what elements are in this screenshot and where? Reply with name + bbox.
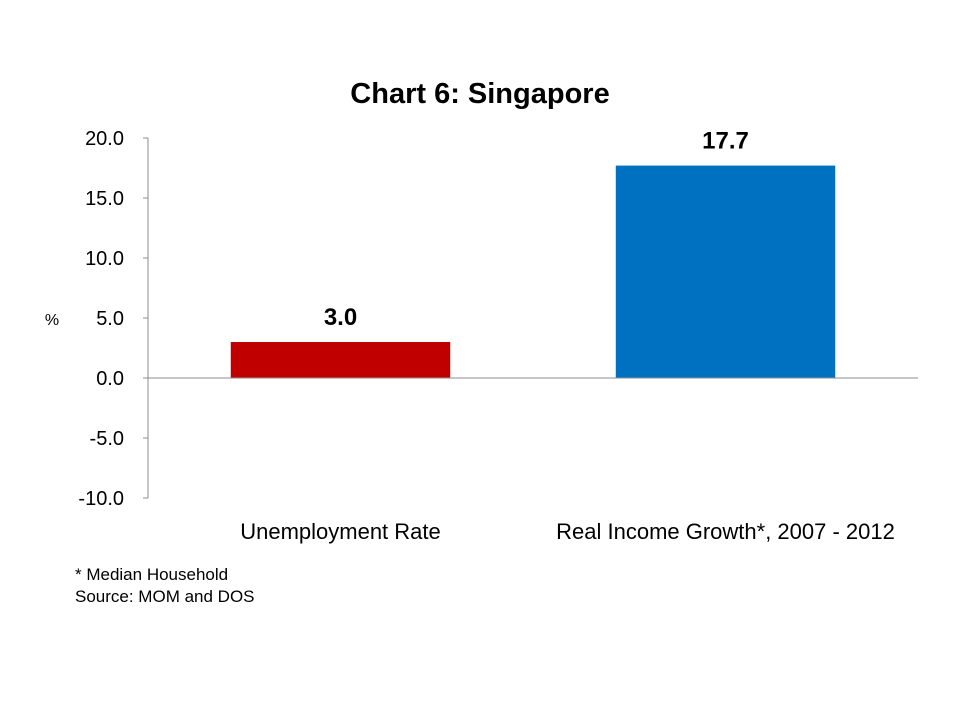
bar bbox=[615, 165, 836, 378]
chart-title: Chart 6: Singapore bbox=[350, 78, 609, 110]
y-tick-label: 10.0 bbox=[85, 248, 124, 270]
y-tick-label: -10.0 bbox=[78, 488, 124, 510]
y-axis-label: % bbox=[45, 312, 59, 329]
bar bbox=[230, 342, 451, 378]
y-tick-label: 20.0 bbox=[85, 128, 124, 150]
category-label: Unemployment Rate bbox=[240, 519, 441, 544]
footnote: * Median Household bbox=[75, 565, 229, 584]
y-tick-label: -5.0 bbox=[90, 428, 124, 450]
y-tick-label: 0.0 bbox=[96, 368, 124, 390]
y-ticks: 20.0 15.0 10.0 5.0 0.0 -5.0 -10.0 bbox=[78, 128, 148, 510]
source-note: Source: MOM and DOS bbox=[75, 587, 255, 606]
data-label: 3.0 bbox=[324, 304, 357, 331]
data-label: 17.7 bbox=[702, 128, 749, 155]
data-labels: 3.0 17.7 bbox=[324, 128, 749, 331]
category-label: Real Income Growth*, 2007 - 2012 bbox=[556, 519, 895, 544]
bars bbox=[230, 165, 836, 378]
y-tick-label: 5.0 bbox=[96, 308, 124, 330]
y-tick-label: 15.0 bbox=[85, 188, 124, 210]
category-labels: Unemployment Rate Real Income Growth*, 20… bbox=[240, 519, 895, 544]
